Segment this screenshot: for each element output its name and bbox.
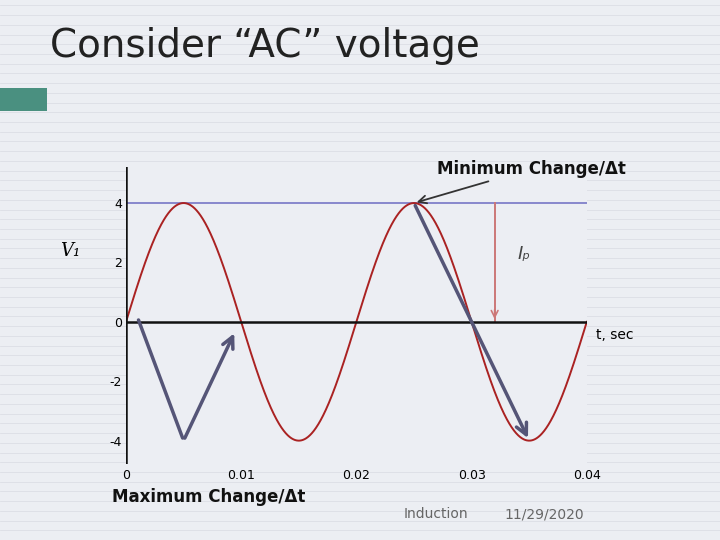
- Text: Maximum Change/Δt: Maximum Change/Δt: [112, 488, 305, 506]
- Bar: [0, 88, 47, 111]
- Text: Consider “AC” voltage: Consider “AC” voltage: [50, 27, 480, 65]
- Text: 11/29/2020: 11/29/2020: [504, 508, 584, 522]
- Text: Minimum Change/Δt: Minimum Change/Δt: [418, 160, 626, 203]
- Text: Iₚ: Iₚ: [518, 246, 531, 264]
- Text: V₁: V₁: [60, 241, 80, 260]
- Text: Induction: Induction: [403, 508, 468, 522]
- Text: t, sec: t, sec: [596, 328, 634, 342]
- Text: 63: 63: [15, 93, 32, 106]
